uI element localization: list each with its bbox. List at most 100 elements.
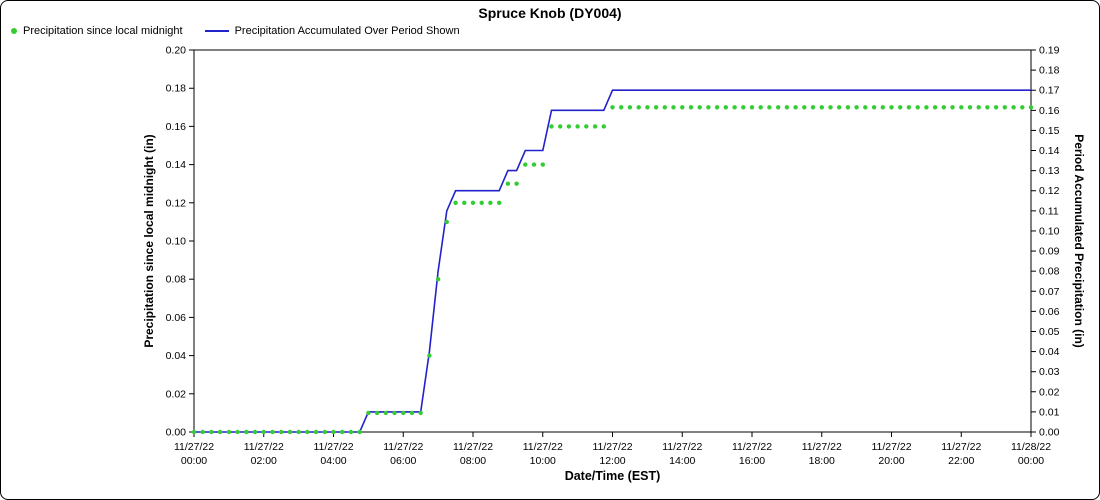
right-axis-tick-label: 0.14 (1039, 145, 1060, 157)
since-midnight-precip-dot (880, 105, 885, 110)
since-midnight-precip-dot (540, 162, 545, 167)
since-midnight-precip-dot (235, 429, 240, 435)
left-axis-tick-label: 0.14 (166, 159, 187, 171)
since-midnight-precip-dot (252, 429, 258, 435)
green-dot-marker-icon (11, 28, 17, 34)
since-midnight-precip-dot (279, 429, 284, 435)
since-midnight-precip-dot (932, 105, 938, 110)
since-midnight-precip-dot (976, 105, 981, 110)
right-axis-tick-label: 0.16 (1039, 105, 1060, 117)
since-midnight-precip-dot (653, 105, 659, 110)
since-midnight-precip-dot (497, 200, 502, 205)
x-axis-tick-time: 10:00 (530, 455, 556, 467)
right-axis-tick-label: 0.09 (1039, 246, 1060, 258)
since-midnight-precip-dot (767, 105, 772, 110)
since-midnight-precip-dot (1011, 105, 1016, 110)
since-midnight-precip-dot (802, 105, 807, 110)
blue-line-marker-icon (204, 30, 229, 32)
x-axis-tick-time: 00:00 (181, 455, 207, 467)
since-midnight-precip-dot (741, 105, 746, 110)
left-axis-tick-label: 0.12 (166, 197, 187, 209)
left-axis-tick-label: 0.04 (166, 350, 187, 362)
left-axis-tick-label: 0.16 (166, 121, 187, 133)
since-midnight-precip-dot (470, 200, 476, 205)
since-midnight-precip-dot (366, 410, 371, 416)
since-midnight-precip-dot (898, 105, 903, 110)
since-midnight-precip-dot (854, 105, 859, 110)
since-midnight-precip-dot (784, 105, 790, 110)
left-axis-tick-label: 0.00 (166, 427, 187, 439)
since-midnight-precip-dot (627, 105, 633, 110)
since-midnight-precip-dot (479, 200, 484, 205)
since-midnight-precip-dot (558, 124, 563, 129)
right-axis-tick-label: 0.01 (1039, 406, 1060, 418)
since-midnight-precip-dot (967, 105, 973, 110)
since-midnight-precip-dot (706, 105, 711, 110)
left-axis-tick-label: 0.06 (166, 312, 187, 324)
x-axis-tick-time: 06:00 (390, 455, 416, 467)
right-axis-tick-label: 0.07 (1039, 286, 1060, 298)
since-midnight-precip-dot (322, 429, 327, 435)
since-midnight-precip-dot (531, 162, 537, 167)
since-midnight-precip-dot (871, 105, 877, 110)
x-axis-tick-date: 11/27/22 (244, 441, 284, 453)
legend-item-accumulated: Precipitation Accumulated Over Period Sh… (204, 25, 460, 37)
right-axis-tick-label: 0.05 (1039, 326, 1060, 338)
legend-label-since-midnight: Precipitation since local midnight (23, 25, 183, 37)
x-axis-tick-date: 11/27/22 (523, 441, 563, 453)
left-axis-tick-label: 0.18 (166, 83, 187, 95)
since-midnight-precip-dot (287, 429, 293, 435)
legend-item-since-midnight: Precipitation since local midnight (11, 25, 183, 37)
since-midnight-precip-dot (697, 105, 702, 110)
right-axis-tick-label: 0.04 (1039, 346, 1060, 358)
since-midnight-precip-dot (688, 105, 694, 110)
x-axis-tick-time: 02:00 (251, 455, 277, 467)
x-axis-tick-time: 04:00 (320, 455, 346, 467)
since-midnight-precip-dot (714, 105, 720, 110)
since-midnight-precip-dot (950, 105, 955, 110)
x-axis-tick-date: 11/27/22 (662, 441, 702, 453)
since-midnight-precip-dot (636, 105, 641, 110)
x-axis-tick-time: 16:00 (739, 455, 765, 467)
since-midnight-precip-dot (296, 429, 301, 435)
x-axis-tick-date: 11/27/22 (802, 441, 842, 453)
right-axis-tick-label: 0.19 (1039, 45, 1060, 57)
accumulated-precip-line (194, 89, 1031, 433)
since-midnight-precip-dot (1028, 105, 1034, 110)
right-axis-tick-label: 0.06 (1039, 306, 1060, 318)
chart-title: Spruce Knob (DY004) (478, 5, 622, 21)
x-axis-tick-time: 12:00 (599, 455, 625, 467)
left-axis-tick-label: 0.02 (166, 388, 187, 400)
legend-label-accumulated: Precipitation Accumulated Over Period Sh… (234, 25, 460, 37)
since-midnight-precip-dot (941, 105, 946, 110)
x-axis-tick-date: 11/27/22 (383, 441, 423, 453)
x-axis-tick-date: 11/27/22 (453, 441, 493, 453)
since-midnight-precip-dot (662, 105, 667, 110)
since-midnight-precip-dot (383, 410, 388, 416)
since-midnight-precip-dot (435, 277, 441, 282)
since-midnight-precip-dot (549, 124, 554, 129)
x-axis-tick-date: 11/27/22 (732, 441, 772, 453)
right-axis-tick-label: 0.03 (1039, 366, 1060, 378)
x-axis-tick-date: 11/27/22 (313, 441, 353, 453)
legend: Precipitation since local midnight Preci… (11, 25, 460, 37)
since-midnight-precip-dot (837, 105, 842, 110)
since-midnight-precip-dot (488, 200, 493, 205)
since-midnight-precip-dot (889, 105, 894, 110)
right-axis-tick-label: 0.00 (1039, 427, 1060, 439)
since-midnight-precip-dot (270, 429, 275, 435)
since-midnight-precip-dot (331, 429, 336, 435)
since-midnight-precip-dot (505, 181, 511, 186)
right-axis-tick-label: 0.18 (1039, 65, 1060, 77)
since-midnight-precip-dot (209, 429, 214, 435)
since-midnight-precip-dot (601, 124, 606, 129)
since-midnight-precip-dot (671, 105, 676, 110)
left-axis-tick-label: 0.10 (166, 236, 187, 248)
since-midnight-precip-dot (924, 105, 929, 110)
since-midnight-precip-dot (191, 429, 197, 435)
x-axis-tick-date: 11/27/22 (941, 441, 981, 453)
since-midnight-precip-dot (592, 124, 598, 129)
since-midnight-precip-dot (819, 105, 824, 110)
right-axis-tick-label: 0.11 (1039, 205, 1059, 217)
since-midnight-precip-dot (758, 105, 763, 110)
